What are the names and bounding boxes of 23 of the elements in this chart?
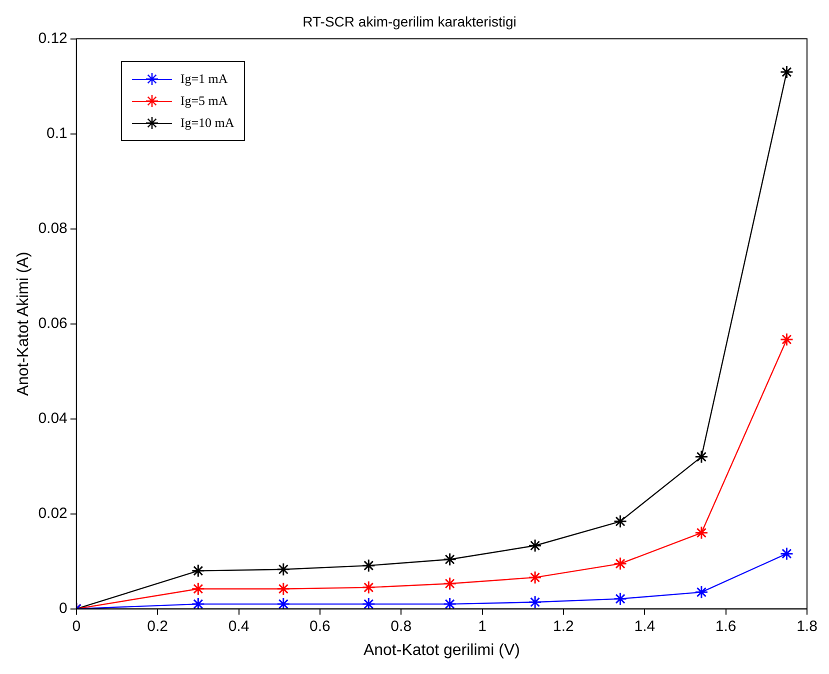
y-axis-title: Anot-Katot Akimi (A) xyxy=(15,252,32,396)
x-tick-label: 1.6 xyxy=(715,618,736,635)
x-axis-title: Anot-Katot gerilimi (V) xyxy=(363,642,520,659)
y-tick-label: 0.08 xyxy=(38,220,68,237)
x-tick-label: 0.2 xyxy=(147,618,168,635)
x-tick-label: 0 xyxy=(72,618,81,635)
x-tick-label: 1 xyxy=(478,618,486,635)
y-tick-label: 0.04 xyxy=(38,410,68,427)
y-tick-label: 0.02 xyxy=(38,504,68,522)
x-tick-label: 1.2 xyxy=(553,618,574,635)
chart-title: RT-SCR akim-gerilim karakteristigi xyxy=(302,13,516,30)
x-tick-label: 0.4 xyxy=(228,618,250,635)
y-tick-label: 0.12 xyxy=(38,30,68,47)
y-tick-label: 0.1 xyxy=(46,124,68,142)
x-tick-label: 1.8 xyxy=(796,618,818,635)
y-tick-label: 0.06 xyxy=(38,314,68,332)
y-tick-label: 0 xyxy=(59,600,68,617)
x-tick-label: 0.8 xyxy=(390,618,412,635)
legend-label: Ig=10 mA xyxy=(180,114,234,131)
x-tick-label: 0.6 xyxy=(310,618,330,635)
legend-label: Ig=1 mA xyxy=(180,70,228,87)
legend-label: Ig=5 mA xyxy=(180,92,228,109)
x-tick-label: 1.4 xyxy=(634,618,656,635)
